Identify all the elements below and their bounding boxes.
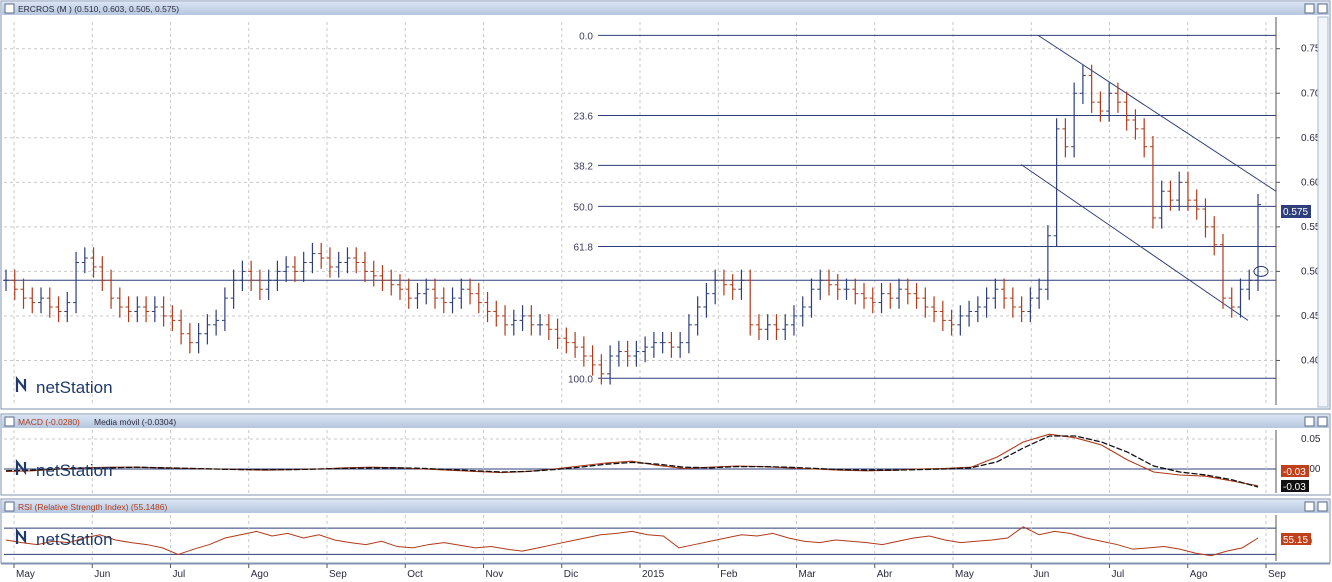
price-y-axis: 0.75 0.70 0.65 0.60 0.55 0.50 0.45 0.40 [1275, 17, 1321, 405]
price-panel-header [2, 2, 1329, 15]
price-y-tick-label: 0.60 [1301, 177, 1321, 188]
price-y-tick-label: 0.75 [1301, 44, 1321, 55]
x-axis: May Jun Jul Ago Sep Oct Nov Dic 2015 Feb Mar Abr May… [1, 563, 1330, 580]
x-axis-tick-label: Ago [1190, 569, 1208, 580]
x-axis-tick-label: Oct [407, 569, 423, 580]
netstation-logo-icon [15, 527, 27, 545]
rsi-panel-maximize-icon[interactable] [1317, 501, 1328, 512]
macd-y-tick-label: 0.00 [1301, 464, 1321, 475]
fibonacci-label: 38.2 [574, 161, 594, 172]
x-axis-tick-label: Mar [799, 569, 817, 580]
macd-panel-header [2, 415, 1329, 428]
x-axis-tick-label: Feb [720, 569, 738, 580]
last-price-tag: 0.575 [1281, 205, 1311, 218]
channel-upper-line [1037, 34, 1277, 192]
svg-text:-0.03: -0.03 [1283, 467, 1306, 478]
rsi-panel-menu-icon[interactable] [4, 501, 15, 512]
trend-channel [1020, 34, 1277, 321]
rsi-series-line [5, 526, 1259, 557]
svg-text:-0.03: -0.03 [1283, 482, 1306, 493]
svg-text:55.15: 55.15 [1283, 535, 1308, 546]
price-panel-title: ERCROS (M ) (0.510, 0.603, 0.505, 0.575) [18, 4, 179, 14]
rsi-line [5, 526, 1259, 557]
x-axis-tick-label: Ago [251, 569, 269, 580]
macd-title: MACD (-0.0280) [18, 417, 80, 427]
fibonacci-label: 23.6 [574, 112, 594, 123]
scroll-arrows[interactable] [1317, 16, 1329, 408]
price-y-tick-label: 0.50 [1301, 266, 1321, 277]
svg-text:0.575: 0.575 [1283, 207, 1308, 218]
price-y-tick-label: 0.70 [1301, 88, 1321, 99]
fibonacci-levels: 0.0 23.6 38.2 50.0 61.8 100.0 [4, 31, 1276, 385]
price-panel-menu-icon[interactable] [4, 3, 15, 14]
x-axis-tick-label: Jun [1033, 569, 1049, 580]
macd-y-axis: 0.05 0.00 [1275, 430, 1321, 493]
x-axis-tick-label: Abr [877, 569, 893, 580]
x-axis-tick-label: May [16, 569, 35, 580]
fibonacci-label: 50.0 [574, 202, 594, 213]
macd-panel-menu-icon[interactable] [4, 416, 15, 427]
netstation-logo-icon [15, 458, 27, 476]
x-axis-tick-label: Jul [1112, 569, 1125, 580]
x-axis-tick-label: Sep [1268, 569, 1286, 580]
netstation-watermark-rsi: netStation [36, 530, 113, 549]
channel-lower-line [1020, 164, 1249, 321]
x-axis-tick-label: Jul [173, 569, 186, 580]
fibonacci-label: 100.0 [568, 374, 593, 385]
macd-panel-maximize-icon[interactable] [1317, 416, 1328, 427]
signal-value-tag: -0.03 [1281, 480, 1309, 493]
macd-y-tick-label: 0.05 [1301, 434, 1321, 445]
fibonacci-label: 61.8 [574, 242, 594, 253]
price-panel-minimize-icon[interactable] [1304, 3, 1315, 14]
x-axis-tick-label: Nov [486, 569, 504, 580]
x-axis-tick-label: Jun [94, 569, 110, 580]
rsi-gridlines [4, 515, 1276, 561]
rsi-title: RSI (Relative Strength Index) (55.1486) [18, 502, 167, 512]
netstation-watermark-macd: netStation [36, 461, 113, 480]
netstation-logo-icon [15, 375, 27, 393]
price-y-tick-label: 0.65 [1301, 133, 1321, 144]
x-axis-tick-label: Sep [329, 569, 347, 580]
macd-signal-title: Media móvil (-0.0304) [94, 417, 176, 427]
rsi-panel-minimize-icon[interactable] [1304, 501, 1315, 512]
price-panel-maximize-icon[interactable] [1317, 3, 1328, 14]
price-panel [0, 0, 1331, 410]
macd-value-tag: -0.03 [1281, 465, 1309, 478]
price-y-tick-label: 0.40 [1301, 355, 1321, 366]
fibonacci-label: 0.0 [579, 31, 593, 42]
price-y-tick-label: 0.55 [1301, 222, 1321, 233]
rsi-value-tag: 55.15 [1281, 533, 1311, 546]
marker-circle [1253, 265, 1269, 277]
x-axis-tick-label: Dic [564, 569, 578, 580]
price-y-tick-label: 0.45 [1301, 311, 1321, 322]
x-axis-tick-label: 2015 [642, 569, 665, 580]
netstation-watermark-price: netStation [36, 378, 113, 397]
price-bars [3, 64, 1261, 385]
macd-signal-line [5, 435, 1259, 488]
x-axis-tick-label: May [955, 569, 974, 580]
macd-lines [5, 433, 1259, 488]
macd-panel-minimize-icon[interactable] [1304, 416, 1315, 427]
rsi-panel-header [2, 500, 1329, 513]
